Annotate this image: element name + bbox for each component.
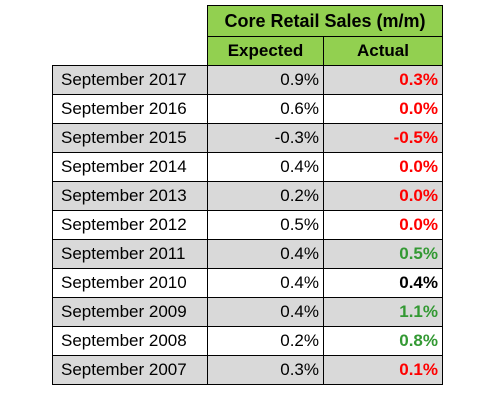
table-title: Core Retail Sales (m/m) — [207, 5, 443, 37]
actual-value: 0.0% — [323, 210, 443, 240]
expected-value: 0.3% — [207, 355, 324, 385]
row-label: September 2009 — [52, 297, 208, 327]
actual-value: 0.4% — [323, 268, 443, 298]
row-label: September 2016 — [52, 94, 208, 124]
expected-value: 0.4% — [207, 297, 324, 327]
actual-value: -0.5% — [323, 123, 443, 153]
table-row: September 2008 0.2% 0.8% — [52, 326, 443, 356]
row-label: September 2008 — [52, 326, 208, 356]
table-row: September 2009 0.4% 1.1% — [52, 297, 443, 327]
row-label: September 2013 — [52, 181, 208, 211]
table-row: September 2017 0.9% 0.3% — [52, 65, 443, 95]
table-row: September 2010 0.4% 0.4% — [52, 268, 443, 298]
table-row: September 2007 0.3% 0.1% — [52, 355, 443, 385]
expected-value: 0.5% — [207, 210, 324, 240]
expected-value: 0.6% — [207, 94, 324, 124]
retail-sales-table: Core Retail Sales (m/m) Expected Actual … — [52, 5, 443, 385]
table-row: September 2015 -0.3% -0.5% — [52, 123, 443, 153]
row-label: September 2017 — [52, 65, 208, 95]
expected-value: 0.4% — [207, 152, 324, 182]
expected-header: Expected — [207, 36, 324, 66]
actual-value: 1.1% — [323, 297, 443, 327]
actual-value: 0.3% — [323, 65, 443, 95]
row-label: September 2007 — [52, 355, 208, 385]
blank-corner — [52, 5, 208, 37]
row-label: September 2012 — [52, 210, 208, 240]
expected-value: 0.2% — [207, 326, 324, 356]
actual-value: 0.5% — [323, 239, 443, 269]
row-label: September 2014 — [52, 152, 208, 182]
expected-value: 0.2% — [207, 181, 324, 211]
column-header-row: Expected Actual — [52, 36, 443, 66]
title-row: Core Retail Sales (m/m) — [52, 5, 443, 37]
table-row: September 2012 0.5% 0.0% — [52, 210, 443, 240]
table-row: September 2016 0.6% 0.0% — [52, 94, 443, 124]
actual-value: 0.1% — [323, 355, 443, 385]
row-label: September 2010 — [52, 268, 208, 298]
actual-value: 0.0% — [323, 181, 443, 211]
row-label: September 2015 — [52, 123, 208, 153]
actual-header: Actual — [323, 36, 443, 66]
table-row: September 2014 0.4% 0.0% — [52, 152, 443, 182]
actual-value: 0.0% — [323, 152, 443, 182]
table-row: September 2011 0.4% 0.5% — [52, 239, 443, 269]
actual-value: 0.0% — [323, 94, 443, 124]
expected-value: -0.3% — [207, 123, 324, 153]
expected-value: 0.4% — [207, 268, 324, 298]
expected-value: 0.4% — [207, 239, 324, 269]
row-label: September 2011 — [52, 239, 208, 269]
table-row: September 2013 0.2% 0.0% — [52, 181, 443, 211]
actual-value: 0.8% — [323, 326, 443, 356]
blank-corner-2 — [52, 36, 208, 66]
expected-value: 0.9% — [207, 65, 324, 95]
